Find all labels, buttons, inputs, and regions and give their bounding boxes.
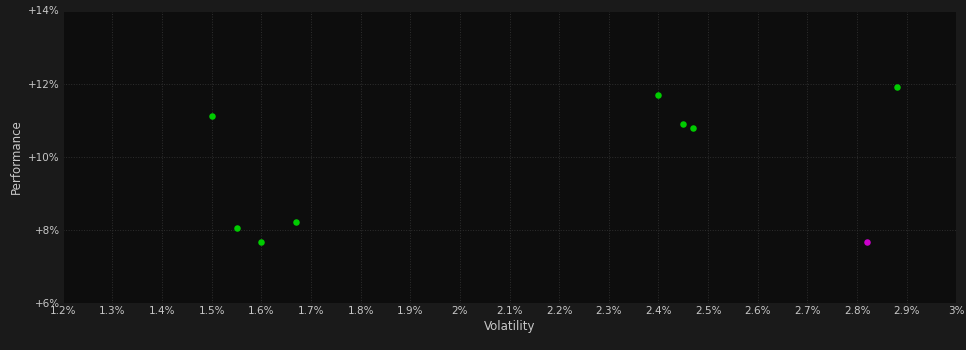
Point: [675, 121, 691, 127]
Point: [686, 125, 701, 131]
Point: [889, 84, 904, 90]
Point: [254, 240, 270, 245]
Point: [204, 114, 219, 119]
Point: [651, 92, 667, 97]
Point: [860, 240, 875, 245]
Point: [229, 225, 244, 231]
Y-axis label: Performance: Performance: [10, 119, 23, 194]
X-axis label: Volatility: Volatility: [484, 320, 535, 333]
Point: [289, 219, 304, 225]
